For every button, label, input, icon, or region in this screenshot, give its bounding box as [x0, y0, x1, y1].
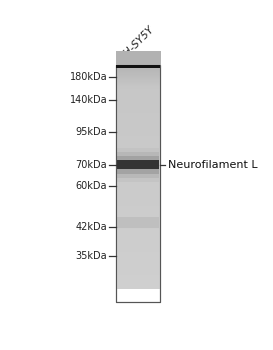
Bar: [115, 65, 160, 68]
Text: 60kDa: 60kDa: [76, 181, 107, 191]
Bar: [117, 148, 159, 182]
Bar: [117, 160, 159, 169]
Text: 95kDa: 95kDa: [76, 127, 107, 137]
Text: 70kDa: 70kDa: [76, 160, 107, 170]
Text: SH-SY5Y: SH-SY5Y: [119, 24, 157, 62]
Text: 140kDa: 140kDa: [70, 95, 107, 105]
Text: 180kDa: 180kDa: [70, 72, 107, 82]
Bar: [115, 65, 160, 302]
Bar: [115, 65, 160, 302]
Bar: [117, 152, 159, 177]
Text: Neurofilament L: Neurofilament L: [168, 160, 258, 170]
Bar: [117, 156, 159, 174]
Text: 42kDa: 42kDa: [76, 222, 107, 232]
Bar: [117, 217, 159, 229]
Text: 35kDa: 35kDa: [76, 251, 107, 261]
